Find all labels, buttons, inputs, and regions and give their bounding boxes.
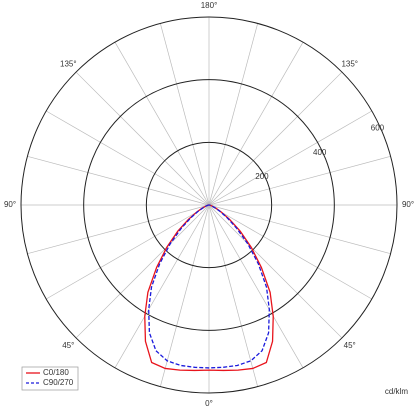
radial-grid-line (208, 110, 372, 206)
ring-grid-line (145, 141, 273, 269)
radial-grid-line (114, 204, 210, 368)
radial-grid-line (208, 23, 258, 206)
r-tick-label: 400 (313, 148, 327, 157)
radial-grid-line (27, 204, 210, 254)
radial-grid-line (208, 204, 304, 368)
radial-grid-line (208, 204, 391, 254)
r-tick-label: 600 (371, 123, 385, 132)
radial-grid-line (46, 204, 210, 300)
radial-grid-line (46, 110, 210, 206)
angle-tick-label: 45° (344, 341, 356, 350)
radial-grid-line (27, 156, 210, 206)
radial-grid-line (208, 156, 391, 206)
radial-grid-line (75, 71, 210, 206)
unit-label: cd/klm (385, 387, 408, 396)
angle-tick-label: 135° (60, 59, 77, 68)
legend-label: C90/270 (43, 378, 74, 387)
radial-grid-line (160, 23, 210, 206)
angle-tick-label: 0° (205, 399, 213, 408)
ring-grid-line (20, 16, 398, 394)
radial-grid-line (208, 204, 343, 339)
legend-label: C0/180 (43, 368, 69, 377)
radial-grid-line (75, 204, 210, 339)
ring-grid-line (83, 79, 335, 331)
angle-tick-label: 90° (402, 200, 414, 209)
angle-tick-label: 135° (341, 59, 358, 68)
r-tick-label: 200 (255, 172, 269, 181)
radial-grid-line (208, 204, 258, 387)
radial-grid-line (160, 204, 210, 387)
intensity-curve (148, 204, 270, 369)
radial-grid-line (208, 204, 372, 300)
radial-grid-line (114, 42, 210, 206)
radial-grid-line (208, 42, 304, 206)
angle-tick-label: 45° (62, 341, 74, 350)
angle-tick-label: 90° (4, 200, 16, 209)
radial-grid-line (208, 71, 343, 206)
angle-tick-label: 180° (201, 1, 218, 10)
